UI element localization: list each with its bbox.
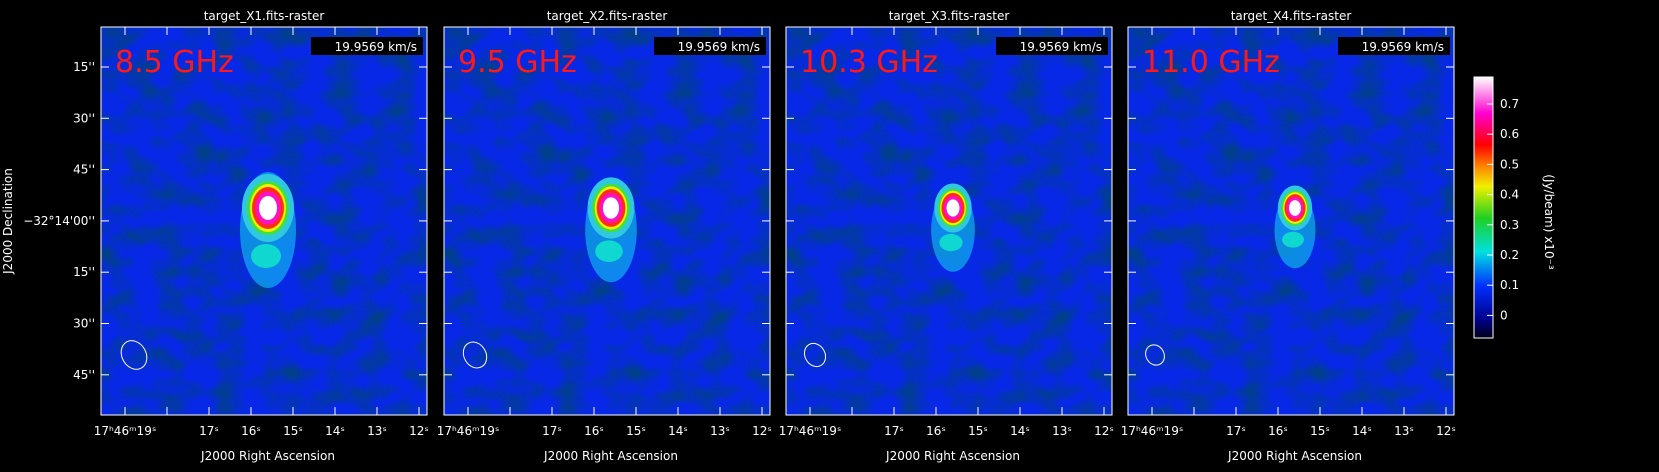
x-tick-label: 17ʰ46ᵐ19ˢ bbox=[1121, 424, 1184, 438]
panel: 10.3 GHz 19.9569 km/s bbox=[785, 26, 1113, 416]
x-axis-label: J2000 Right Ascension bbox=[200, 449, 335, 463]
beam bbox=[120, 340, 148, 370]
x-tick-label: 17ˢ bbox=[199, 424, 219, 438]
x-tick-label: 12ˢ bbox=[752, 424, 772, 438]
x-tick-label: 16ˢ bbox=[926, 424, 946, 438]
x-tick-label: 14ˢ bbox=[1010, 424, 1030, 438]
colorbar-tick-label: 0.5 bbox=[1500, 157, 1519, 171]
colorbar-label: (Jy/beam) x10⁻³ bbox=[1542, 174, 1556, 270]
velocity-box bbox=[996, 37, 1108, 55]
x-tick-label: 16ˢ bbox=[241, 424, 261, 438]
x-axis-label: J2000 Right Ascension bbox=[1227, 449, 1362, 463]
y-tick-label: 15'' bbox=[73, 265, 95, 279]
colorbar-tick-label: 0.6 bbox=[1500, 127, 1519, 141]
panel-title: target_X2.fits-raster bbox=[547, 9, 668, 23]
colorbar-tick-label: 0 bbox=[1500, 308, 1508, 322]
x-tick-label: 13ˢ bbox=[367, 424, 387, 438]
x-tick-label: 16ˢ bbox=[1268, 424, 1288, 438]
panel-title: target_X4.fits-raster bbox=[1231, 9, 1352, 23]
x-tick-label: 15ˢ bbox=[626, 424, 646, 438]
panel: 8.5 GHz 19.9569 km/s bbox=[100, 26, 428, 416]
beam bbox=[1145, 344, 1165, 366]
colorbar bbox=[1473, 76, 1494, 339]
beam bbox=[803, 342, 827, 368]
x-tick-label: 14ˢ bbox=[668, 424, 688, 438]
panel-title: target_X1.fits-raster bbox=[204, 9, 325, 23]
x-tick-label: 14ˢ bbox=[325, 424, 345, 438]
x-axis-label: J2000 Right Ascension bbox=[885, 449, 1020, 463]
source-tail bbox=[939, 233, 963, 252]
source-tail bbox=[595, 240, 623, 262]
source-tail bbox=[1282, 231, 1304, 248]
frequency-label: 9.5 GHz bbox=[458, 45, 577, 80]
y-tick-label: 15'' bbox=[73, 60, 95, 74]
panel-title: target_X3.fits-raster bbox=[889, 9, 1010, 23]
x-tick-label: 13ˢ bbox=[1394, 424, 1414, 438]
velocity-box bbox=[654, 37, 766, 55]
x-tick-label: 17ʰ46ᵐ19ˢ bbox=[437, 424, 500, 438]
colorbar-tick-label: 0.2 bbox=[1500, 248, 1519, 262]
colorbar-tick-label: 0.1 bbox=[1500, 278, 1519, 292]
y-tick-label: 30'' bbox=[73, 317, 95, 331]
source-tail bbox=[251, 244, 281, 268]
y-tick-label: 30'' bbox=[73, 111, 95, 125]
velocity-label: 19.9569 km/s bbox=[1362, 40, 1444, 54]
x-tick-label: 17ˢ bbox=[1226, 424, 1246, 438]
x-tick-label: 17ʰ46ᵐ19ˢ bbox=[779, 424, 842, 438]
x-tick-label: 12ˢ bbox=[1094, 424, 1114, 438]
x-tick-label: 13ˢ bbox=[1052, 424, 1072, 438]
source-core bbox=[1289, 200, 1301, 216]
velocity-label: 19.9569 km/s bbox=[335, 40, 417, 54]
y-tick-label: 45'' bbox=[73, 368, 95, 382]
beam bbox=[462, 341, 488, 369]
y-axis-label: J2000 Declination bbox=[1, 168, 15, 275]
colorbar-tick-label: 0.7 bbox=[1500, 97, 1519, 111]
x-tick-label: 15ˢ bbox=[283, 424, 303, 438]
velocity-label: 19.9569 km/s bbox=[678, 40, 760, 54]
y-tick-label: 45'' bbox=[73, 163, 95, 177]
y-tick-label: −32°14'00'' bbox=[23, 214, 95, 228]
frequency-label: 8.5 GHz bbox=[115, 45, 234, 80]
velocity-box bbox=[311, 37, 423, 55]
colorbar-tick-label: 0.4 bbox=[1500, 188, 1519, 202]
frequency-label: 11.0 GHz bbox=[1142, 45, 1280, 80]
velocity-box bbox=[1338, 37, 1450, 55]
source-core bbox=[602, 197, 620, 219]
x-tick-label: 13ˢ bbox=[710, 424, 730, 438]
frequency-label: 10.3 GHz bbox=[800, 45, 938, 80]
velocity-label: 19.9569 km/s bbox=[1020, 40, 1102, 54]
x-tick-label: 15ˢ bbox=[1310, 424, 1330, 438]
source-core bbox=[259, 196, 277, 220]
x-tick-label: 17ʰ46ᵐ19ˢ bbox=[94, 424, 157, 438]
x-tick-label: 12ˢ bbox=[1436, 424, 1456, 438]
x-axis-label: J2000 Right Ascension bbox=[543, 449, 678, 463]
x-tick-label: 17ˢ bbox=[542, 424, 562, 438]
colorbar-tick-label: 0.3 bbox=[1500, 218, 1519, 232]
x-tick-label: 12ˢ bbox=[409, 424, 429, 438]
x-tick-label: 14ˢ bbox=[1352, 424, 1372, 438]
panel: 11.0 GHz 19.9569 km/s bbox=[1127, 26, 1455, 416]
x-tick-label: 17ˢ bbox=[884, 424, 904, 438]
x-tick-label: 16ˢ bbox=[584, 424, 604, 438]
panel: 9.5 GHz 19.9569 km/s bbox=[443, 26, 771, 416]
x-tick-label: 15ˢ bbox=[968, 424, 988, 438]
source-core bbox=[946, 199, 960, 217]
